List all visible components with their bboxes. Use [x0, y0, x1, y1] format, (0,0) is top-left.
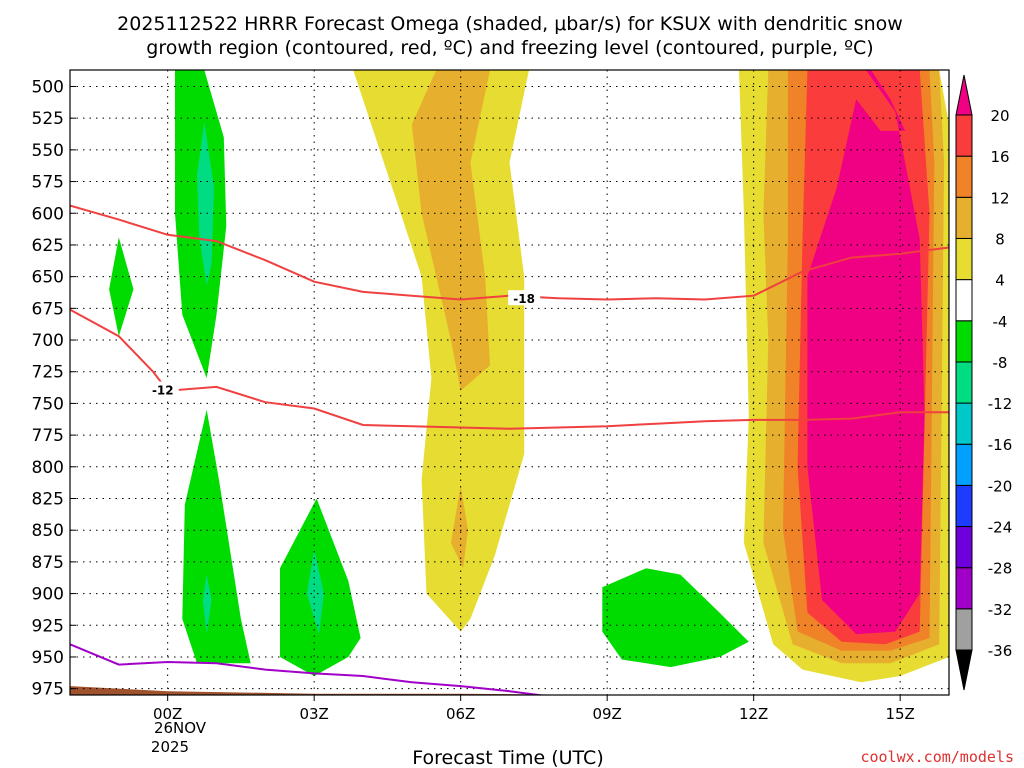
y-tick-label-500: 500 [32, 77, 64, 97]
y-tick-label-975: 975 [32, 680, 64, 700]
y-tick-label-900: 900 [32, 585, 64, 605]
colorbar-label-12: 12 [990, 189, 1009, 207]
sinking-orange-06z-region [411, 70, 490, 391]
sinking-orange-06z-lower-region [450, 485, 468, 569]
date-label-year: 2025 [151, 738, 189, 756]
y-tick-label-950: 950 [32, 648, 64, 668]
sinking-magenta-14z-region [807, 70, 925, 635]
pressure-axis: 500 525 550 575 600 625 650 675 700 725 750 775 800 8… [32, 77, 76, 700]
colorbar-label--36: -36 [988, 642, 1013, 660]
y-tick-label-625: 625 [32, 236, 64, 256]
x-tick-label-09Z: 09Z [592, 705, 621, 723]
y-tick-label-725: 725 [32, 363, 64, 383]
colorbar-segment--24 [955, 484, 973, 528]
colorbar-label--4: -4 [993, 313, 1008, 331]
colorbar-label--8: -8 [993, 354, 1008, 372]
plot-area: -18 -12 [69, 69, 950, 696]
colorbar-label--24: -24 [988, 519, 1013, 537]
chart-title-line2: growth region (contoured, red, ºC) and f… [146, 37, 873, 59]
colorbar-label--20: -20 [988, 477, 1013, 495]
colorbar: -36 -32 -28 -24 -20 -16 -12 -8 -4 4 8 12 16 20 [955, 74, 1013, 691]
y-tick-label-750: 750 [32, 394, 64, 414]
colorbar-label--12: -12 [988, 395, 1013, 413]
colorbar-segment--28 [955, 526, 973, 569]
freezing-level-0c-line [70, 643, 547, 695]
colorbar-segment--12 [955, 361, 973, 404]
y-tick-label-600: 600 [32, 204, 64, 224]
colorbar-label--32: -32 [988, 601, 1013, 619]
colorbar-segment-4 [955, 237, 973, 281]
colorbar-label-16: 16 [990, 148, 1009, 166]
colorbar-label-4: 4 [995, 272, 1005, 290]
sinking-yellow-06z-region [353, 70, 529, 632]
isotherm-minus-18-label-bg [508, 290, 541, 306]
y-tick-label-550: 550 [32, 141, 64, 161]
contour-labels: -18 -12 [146, 290, 541, 397]
isotherm-minus-12-label: -12 [152, 383, 174, 397]
y-tick-label-575: 575 [32, 173, 64, 193]
y-tick-label-850: 850 [32, 521, 64, 541]
time-axis: 00Z 03Z 06Z 09Z 12Z 15Z [153, 695, 915, 723]
y-tick-label-675: 675 [32, 299, 64, 319]
x-tick-label-00Z: 00Z [153, 705, 182, 723]
colorbar-segment-16 [955, 114, 973, 157]
rising-green-left-region [109, 237, 134, 337]
colorbar-segment--32 [955, 567, 973, 610]
x-tick-label-15Z: 15Z [885, 705, 914, 723]
colorbar-segment--36 [955, 608, 973, 651]
rising-green-mid-region [182, 409, 251, 664]
colorbar-label-8: 8 [995, 230, 1005, 248]
y-tick-label-800: 800 [32, 458, 64, 478]
terrain [70, 686, 949, 695]
isotherm-minus-12-label-bg [146, 381, 179, 397]
source-credit: coolwx.com/models [860, 748, 1014, 766]
chart-title-line1: 2025112522 HRRR Forecast Omega (shaded, … [117, 13, 903, 35]
x-axis-label: Forecast Time (UTC) [412, 747, 603, 768]
date-label-day: 26NOV [154, 719, 207, 737]
colorbar-over-arrow [955, 74, 973, 116]
colorbar-segment--20 [955, 443, 973, 486]
y-tick-label-825: 825 [32, 489, 64, 509]
y-tick-label-700: 700 [32, 331, 64, 351]
y-tick-label-925: 925 [32, 616, 64, 636]
plot-frame [69, 69, 950, 696]
colorbar-label--16: -16 [988, 436, 1013, 454]
x-tick-label-03Z: 03Z [299, 705, 328, 723]
rising-teal-03z-region [306, 549, 324, 635]
rising-teal-mid-region [202, 574, 212, 635]
colorbar-segment-8 [955, 196, 973, 239]
colorbar-segment--16 [955, 402, 973, 445]
colorbar-segment--4 [955, 279, 973, 322]
rising-green-10z-region [602, 568, 749, 668]
y-tick-label-875: 875 [32, 553, 64, 573]
y-tick-label-650: 650 [32, 268, 64, 288]
y-tick-label-775: 775 [32, 426, 64, 446]
colorbar-segment--8 [955, 320, 973, 363]
colorbar-label--28: -28 [988, 560, 1013, 578]
x-tick-label-12Z: 12Z [739, 705, 768, 723]
colorbar-segment-12 [955, 155, 973, 198]
x-tick-label-06Z: 06Z [446, 705, 475, 723]
y-tick-label-525: 525 [32, 109, 64, 129]
isotherm-minus-18-label: -18 [513, 292, 535, 306]
colorbar-label-20: 20 [990, 107, 1009, 125]
colorbar-under-arrow [955, 649, 973, 691]
